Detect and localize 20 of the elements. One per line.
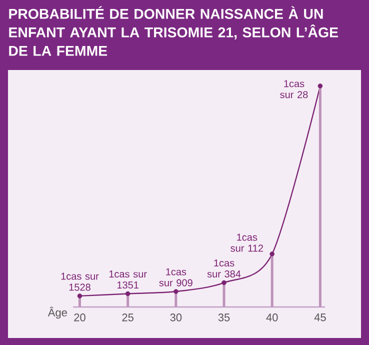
annotation: 1cas sur 112 bbox=[230, 234, 263, 252]
annotation: 1cas sur 1351 bbox=[109, 270, 147, 289]
annotation: 1cas sur 384 bbox=[207, 260, 241, 278]
annotation: 1cas sur 28 bbox=[280, 80, 308, 98]
x-tick-label: 40 bbox=[266, 314, 278, 322]
point bbox=[174, 289, 178, 294]
x-axis-title: Âge bbox=[48, 306, 67, 319]
x-tick-label: 45 bbox=[314, 314, 326, 322]
point bbox=[270, 252, 275, 256]
x-tick-label: 25 bbox=[122, 314, 134, 322]
point bbox=[222, 280, 226, 286]
point bbox=[77, 294, 82, 298]
annotation: 1cas sur 1528 bbox=[61, 272, 99, 291]
x-tick-label: 35 bbox=[218, 314, 230, 322]
annotation: 1cas sur 909 bbox=[159, 268, 192, 286]
x-tick-label: 30 bbox=[170, 314, 182, 322]
x-tick-label: 20 bbox=[74, 314, 86, 322]
point bbox=[125, 291, 130, 296]
chart-title: PROBABILITÉ DE DONNER NAISSANCE À UN ENFANT AYANT LA TRISOMIE 21, SELON L’ÂGE DE LA FEMME bbox=[9, 6, 338, 56]
point bbox=[318, 84, 323, 88]
